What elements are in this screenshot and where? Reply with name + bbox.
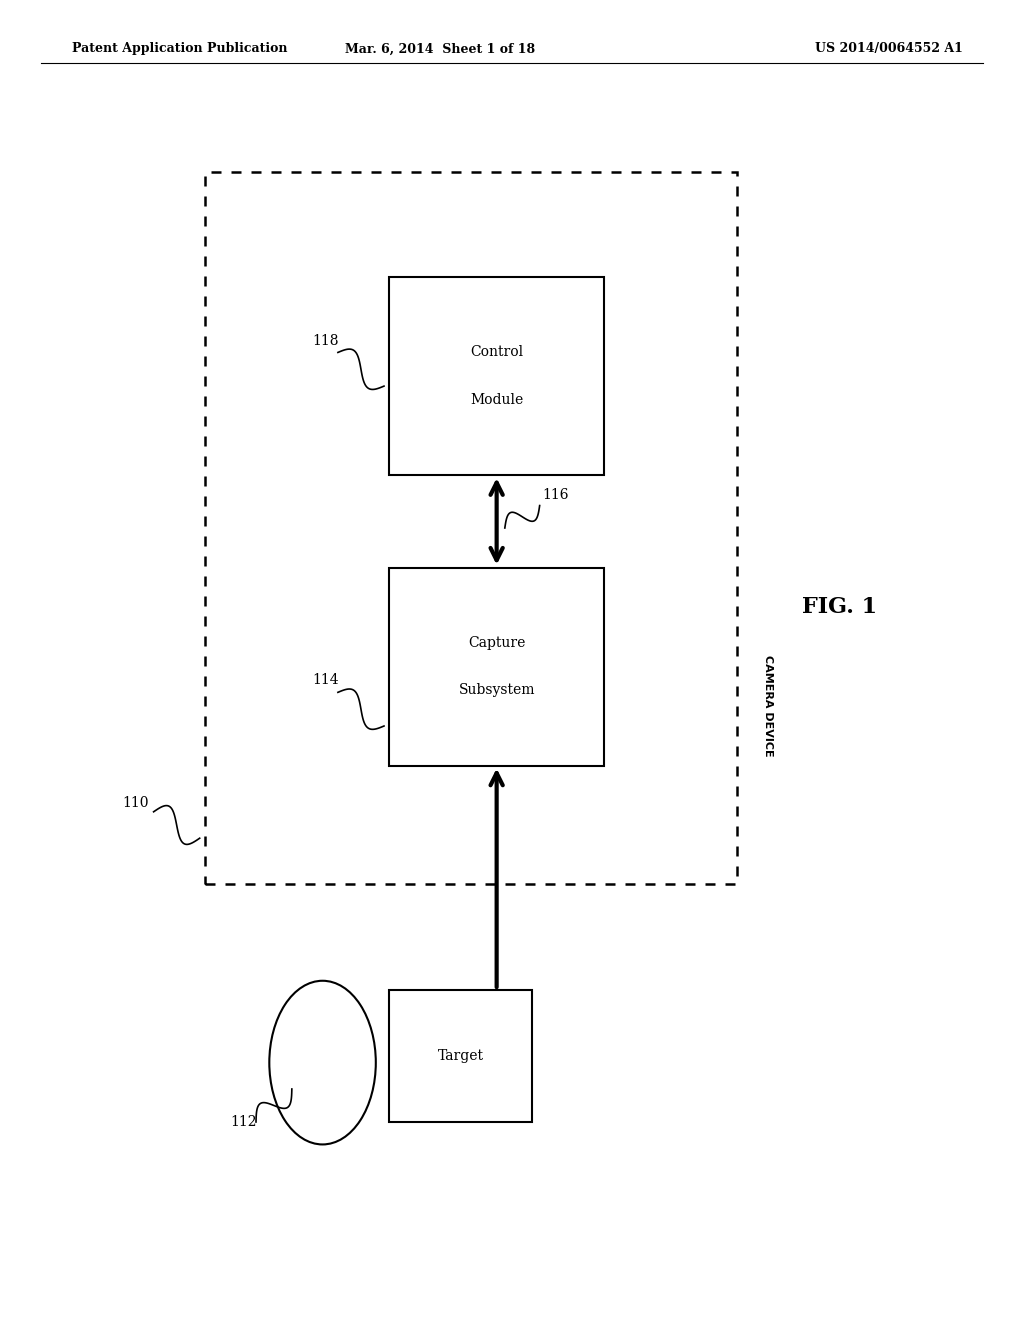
Text: US 2014/0064552 A1: US 2014/0064552 A1 [815,42,963,55]
Bar [389,277,604,475]
Text: Capture: Capture [468,636,525,649]
Bar [205,172,737,884]
Text: Mar. 6, 2014  Sheet 1 of 18: Mar. 6, 2014 Sheet 1 of 18 [345,42,536,55]
Text: 112: 112 [230,1115,257,1129]
Ellipse shape [269,981,376,1144]
Bar [389,568,604,766]
Text: Target: Target [438,1049,483,1063]
Bar [389,990,532,1122]
Text: FIG. 1: FIG. 1 [802,597,878,618]
Text: Subsystem: Subsystem [459,684,535,697]
Text: CAMERA DEVICE: CAMERA DEVICE [763,656,773,756]
Text: 116: 116 [543,488,569,502]
Text: Patent Application Publication: Patent Application Publication [72,42,287,55]
Text: Module: Module [470,393,523,407]
Text: 114: 114 [312,673,339,688]
Text: Control: Control [470,346,523,359]
Text: 118: 118 [312,334,339,347]
Text: 110: 110 [122,796,148,809]
